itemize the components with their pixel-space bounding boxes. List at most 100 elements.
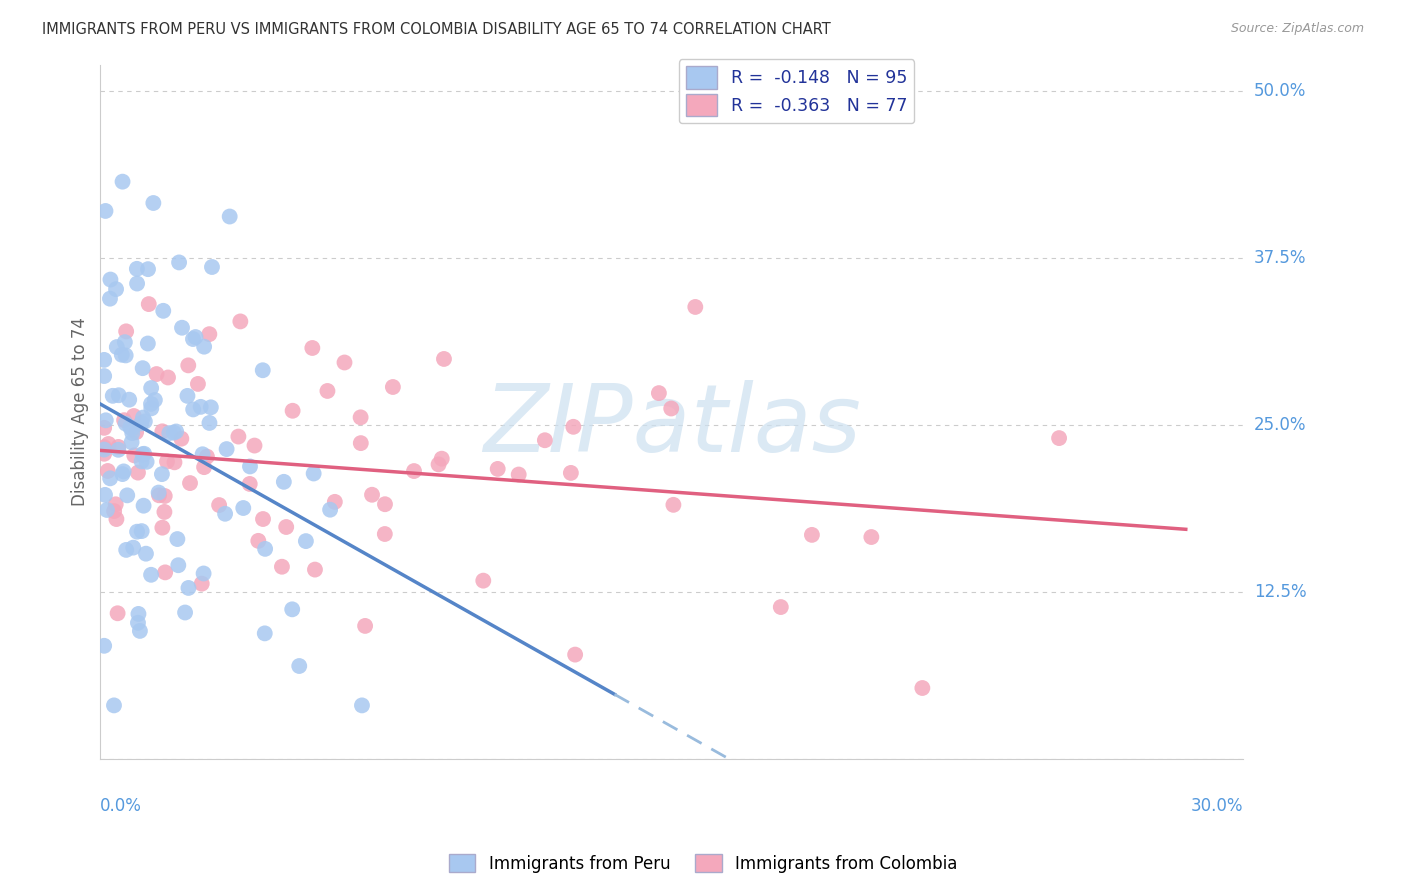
Point (134, 447, 156, 461)
Point (134, 414, 156, 428)
Point (104, 497, 127, 511)
Point (177, 359, 200, 373)
Point (121, 426, 143, 441)
Point (127, 615, 149, 630)
Point (136, 262, 159, 277)
Y-axis label: Disability Age 65 to 74: Disability Age 65 to 74 (72, 318, 89, 506)
Text: 50.0%: 50.0% (1254, 82, 1306, 101)
Point (685, 300, 707, 314)
Point (254, 541, 277, 556)
Point (190, 400, 212, 414)
Point (304, 563, 326, 577)
Point (142, 196, 165, 211)
Point (141, 401, 163, 416)
Point (114, 335, 136, 350)
Point (252, 363, 274, 377)
Point (193, 566, 215, 581)
Point (218, 210, 240, 224)
Point (141, 381, 163, 395)
Point (662, 498, 685, 512)
Point (166, 532, 188, 546)
Point (247, 533, 270, 548)
Point (93, 440, 115, 454)
Point (564, 648, 586, 662)
Point (118, 392, 141, 407)
Point (153, 566, 176, 580)
Point (112, 464, 135, 478)
Point (122, 409, 145, 423)
Point (96, 503, 118, 517)
Point (105, 282, 128, 296)
Point (114, 348, 136, 362)
Point (860, 530, 883, 544)
Point (107, 388, 129, 402)
Point (93, 352, 115, 367)
Point (132, 499, 155, 513)
Point (145, 367, 167, 381)
Point (350, 436, 373, 450)
Point (127, 607, 149, 621)
Point (97, 464, 120, 478)
Point (361, 488, 384, 502)
Point (139, 567, 162, 582)
Point (273, 475, 295, 489)
Text: 0.0%: 0.0% (100, 797, 142, 815)
Text: 12.5%: 12.5% (1254, 583, 1306, 601)
Point (121, 435, 143, 450)
Point (112, 413, 135, 427)
Text: 30.0%: 30.0% (1191, 797, 1243, 815)
Point (93, 639, 115, 653)
Point (93, 369, 115, 384)
Point (150, 425, 173, 439)
Point (1047, 431, 1070, 445)
Point (433, 351, 456, 366)
Point (98, 292, 121, 306)
Point (115, 324, 138, 338)
Point (115, 488, 138, 502)
Point (122, 541, 145, 555)
Point (402, 464, 425, 478)
Point (198, 327, 221, 342)
Point (281, 403, 304, 417)
Point (508, 467, 530, 482)
Point (911, 681, 934, 695)
Point (276, 520, 298, 534)
Point (127, 466, 149, 480)
Point (94, 488, 117, 502)
Point (232, 501, 254, 516)
Point (148, 485, 170, 500)
Point (187, 376, 209, 391)
Point (129, 624, 152, 638)
Point (193, 340, 215, 354)
Point (105, 340, 128, 354)
Point (156, 454, 179, 468)
Point (157, 426, 180, 441)
Point (107, 607, 129, 621)
Point (349, 410, 371, 425)
Point (167, 558, 190, 573)
Point (295, 534, 318, 549)
Point (93, 447, 115, 461)
Point (111, 175, 134, 189)
Point (107, 442, 129, 457)
Text: IMMIGRANTS FROM PERU VS IMMIGRANTS FROM COLOMBIA DISABILITY AGE 65 TO 74 CORRELA: IMMIGRANTS FROM PERU VS IMMIGRANTS FROM … (42, 22, 831, 37)
Point (228, 429, 250, 443)
Point (125, 261, 148, 276)
Text: 25.0%: 25.0% (1254, 416, 1306, 434)
Point (136, 336, 159, 351)
Point (170, 320, 193, 334)
Point (167, 255, 190, 269)
Point (143, 392, 166, 407)
Point (150, 467, 173, 482)
Point (101, 389, 124, 403)
Point (381, 380, 404, 394)
Point (472, 574, 495, 588)
Point (114, 417, 136, 431)
Text: Source: ZipAtlas.com: Source: ZipAtlas.com (1230, 22, 1364, 36)
Point (94, 204, 117, 219)
Point (323, 495, 346, 509)
Point (239, 459, 262, 474)
Point (129, 417, 152, 431)
Point (97, 437, 120, 451)
Point (252, 512, 274, 526)
